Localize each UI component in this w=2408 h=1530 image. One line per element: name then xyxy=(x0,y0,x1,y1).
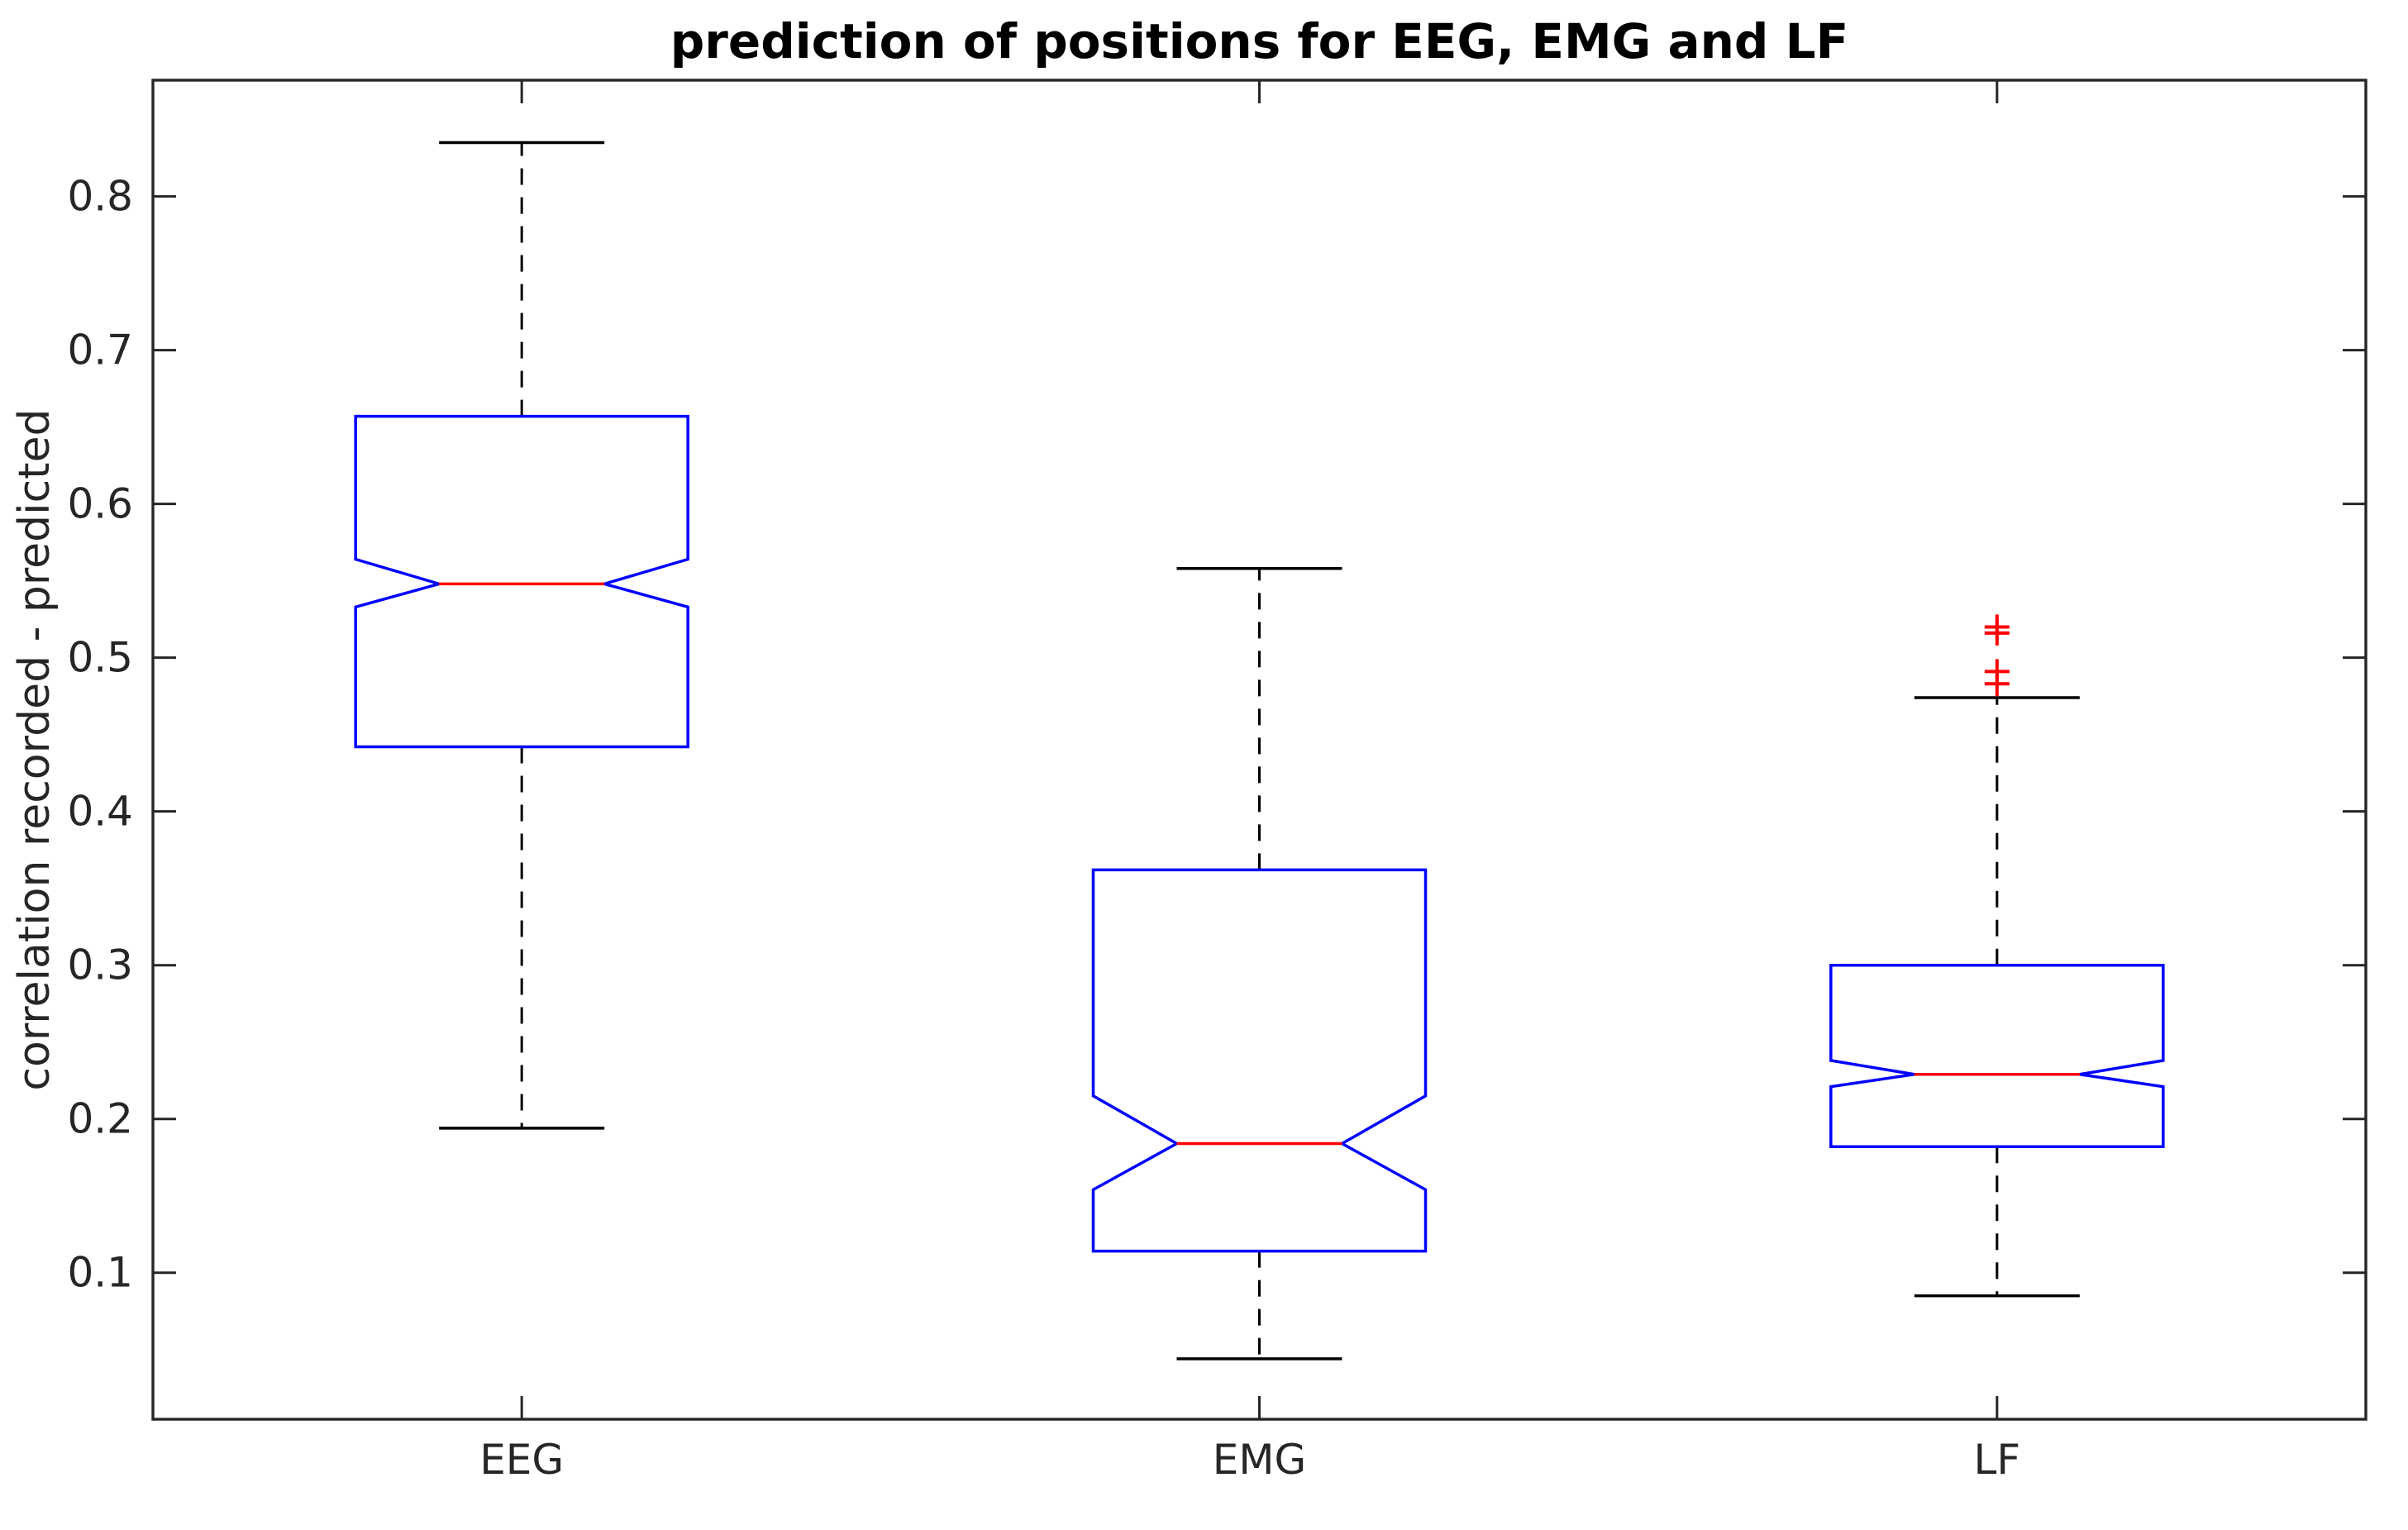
x-tick-label-LF: LF xyxy=(1974,1436,2021,1484)
x-tick-label-EMG: EMG xyxy=(1213,1436,1306,1484)
y-tick-label: 0.5 xyxy=(67,634,133,682)
box-EMG xyxy=(1091,868,1428,1253)
y-tick-label: 0.6 xyxy=(67,480,133,528)
box-LF xyxy=(1829,963,2165,1148)
x-tick-label-EEG: EEG xyxy=(479,1436,564,1484)
y-tick-label: 0.1 xyxy=(67,1249,133,1297)
box-EEG xyxy=(354,414,689,749)
y-tick-label: 0.7 xyxy=(67,326,133,374)
y-tick-label: 0.2 xyxy=(67,1095,133,1143)
y-tick-label: 0.3 xyxy=(67,941,133,989)
y-tick-label: 0.4 xyxy=(67,788,133,836)
y-tick-label: 0.8 xyxy=(67,173,133,221)
chart-title: prediction of positions for EEG, EMG and… xyxy=(670,13,1849,69)
